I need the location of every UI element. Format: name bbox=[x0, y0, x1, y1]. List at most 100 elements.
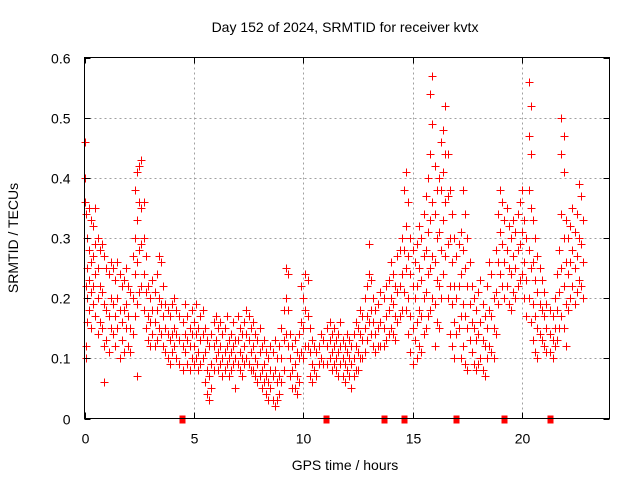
data-point bbox=[334, 348, 343, 357]
data-point bbox=[557, 312, 566, 321]
data-point bbox=[151, 318, 160, 327]
data-point bbox=[291, 384, 300, 393]
data-point bbox=[511, 294, 520, 303]
data-point bbox=[514, 210, 523, 219]
data-point bbox=[382, 312, 391, 321]
data-point bbox=[153, 336, 162, 345]
data-point bbox=[468, 282, 477, 291]
data-point bbox=[153, 270, 162, 279]
data-points bbox=[81, 72, 588, 424]
data-point bbox=[82, 282, 91, 291]
data-point bbox=[137, 240, 146, 249]
x-tick-labels: 0 5 10 15 20 bbox=[82, 431, 531, 447]
data-point bbox=[525, 294, 534, 303]
data-point bbox=[481, 372, 490, 381]
data-point bbox=[168, 348, 177, 357]
data-point bbox=[514, 282, 523, 291]
data-point bbox=[483, 324, 492, 333]
data-point bbox=[212, 336, 221, 345]
data-point bbox=[205, 396, 214, 405]
data-point bbox=[411, 294, 420, 303]
data-point bbox=[308, 360, 317, 369]
data-point bbox=[546, 330, 555, 339]
data-point bbox=[172, 330, 181, 339]
data-point bbox=[251, 354, 260, 363]
data-point bbox=[175, 336, 184, 345]
data-point bbox=[557, 264, 566, 273]
data-point bbox=[575, 180, 584, 189]
data-point bbox=[479, 300, 488, 309]
data-point bbox=[557, 150, 566, 159]
data-point bbox=[474, 330, 483, 339]
data-point bbox=[415, 222, 424, 231]
data-point bbox=[196, 360, 205, 369]
y-tick-label: 0.1 bbox=[51, 351, 71, 367]
data-point bbox=[310, 366, 319, 375]
data-point bbox=[81, 198, 90, 207]
data-point bbox=[371, 330, 380, 339]
data-point bbox=[129, 294, 138, 303]
data-point bbox=[251, 330, 260, 339]
data-point bbox=[533, 354, 542, 363]
data-point bbox=[288, 342, 297, 351]
data-point bbox=[549, 312, 558, 321]
data-point bbox=[455, 282, 464, 291]
data-point bbox=[518, 270, 527, 279]
data-point bbox=[308, 336, 317, 345]
data-point bbox=[404, 252, 413, 261]
data-point bbox=[229, 318, 238, 327]
data-point bbox=[146, 294, 155, 303]
data-point bbox=[411, 336, 420, 345]
data-point bbox=[153, 306, 162, 315]
data-point bbox=[332, 366, 341, 375]
data-point bbox=[457, 228, 466, 237]
data-point bbox=[376, 318, 385, 327]
data-point bbox=[527, 318, 536, 327]
data-point bbox=[175, 312, 184, 321]
data-point bbox=[216, 318, 225, 327]
data-point bbox=[387, 258, 396, 267]
data-point bbox=[527, 150, 536, 159]
data-point bbox=[142, 288, 151, 297]
data-point bbox=[100, 252, 109, 261]
data-point bbox=[286, 330, 295, 339]
data-point bbox=[131, 234, 140, 243]
data-point bbox=[179, 318, 188, 327]
data-point bbox=[148, 276, 157, 285]
data-point bbox=[201, 348, 210, 357]
data-point bbox=[288, 366, 297, 375]
data-point bbox=[245, 312, 254, 321]
data-point bbox=[207, 330, 216, 339]
data-point bbox=[166, 360, 175, 369]
data-point bbox=[168, 300, 177, 309]
data-point bbox=[439, 168, 448, 177]
data-point bbox=[507, 270, 516, 279]
data-point bbox=[398, 270, 407, 279]
data-point bbox=[144, 312, 153, 321]
data-point bbox=[511, 264, 520, 273]
data-point bbox=[518, 186, 527, 195]
data-point bbox=[385, 276, 394, 285]
data-point bbox=[102, 264, 111, 273]
data-point bbox=[89, 222, 98, 231]
data-point bbox=[170, 294, 179, 303]
data-point bbox=[557, 114, 566, 123]
data-point bbox=[334, 330, 343, 339]
data-point bbox=[94, 234, 103, 243]
data-point bbox=[308, 378, 317, 387]
data-point bbox=[426, 90, 435, 99]
data-point bbox=[540, 312, 549, 321]
data-point bbox=[468, 348, 477, 357]
data-point bbox=[527, 204, 536, 213]
data-point bbox=[256, 324, 265, 333]
data-point bbox=[431, 300, 440, 309]
data-point bbox=[352, 318, 361, 327]
data-point bbox=[437, 138, 446, 147]
data-point bbox=[227, 366, 236, 375]
data-point bbox=[439, 126, 448, 135]
y-tick-label: 0.4 bbox=[51, 171, 71, 187]
data-point bbox=[546, 306, 555, 315]
data-point bbox=[409, 324, 418, 333]
data-point bbox=[380, 324, 389, 333]
data-point bbox=[452, 252, 461, 261]
